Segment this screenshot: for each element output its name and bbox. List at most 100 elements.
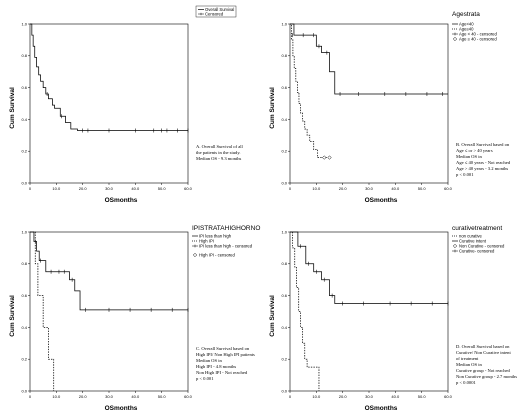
legend-title: IPISTRATAHIGHORNO bbox=[192, 225, 260, 232]
caption-line: p < 0.001 bbox=[196, 376, 214, 381]
legend: IPISTRATAHIGHORNO IPI less than high Hig… bbox=[192, 225, 260, 258]
y-tick-label: 0.0 bbox=[281, 388, 287, 393]
caption-line: Median OS in bbox=[456, 362, 482, 367]
caption-line: Median OS - 9.3 months bbox=[196, 156, 242, 161]
x-tick-label: 50.0 bbox=[418, 186, 427, 191]
legend-censor-diamond bbox=[452, 243, 458, 249]
y-tick-label: 1.0 bbox=[21, 21, 27, 26]
x-tick-label: 30.0 bbox=[365, 186, 374, 191]
legend-entry-0: IPI less than high bbox=[199, 234, 232, 239]
x-axis-label: OSmonths bbox=[365, 405, 398, 412]
caption-line: the patients in the study. bbox=[196, 150, 240, 155]
y-tick-label: 0.6 bbox=[21, 293, 27, 298]
x-tick-label: 0 bbox=[289, 186, 292, 191]
plot-frame bbox=[29, 23, 189, 184]
caption-line: Curative/ Non Curative intent bbox=[456, 350, 511, 355]
x-tick-label: 10.0 bbox=[312, 186, 321, 191]
legend-entry-1: High IPI bbox=[199, 239, 214, 244]
legend-entry-3: Age ≥ 40 - censored bbox=[459, 37, 497, 42]
caption: B. Overall Survival based on Age ≤ or > … bbox=[456, 142, 511, 177]
y-tick-label: 0.4 bbox=[21, 325, 27, 330]
legend-entry-2: Age < 40 - censored bbox=[459, 32, 497, 37]
y-tick-label: 0.8 bbox=[281, 261, 287, 266]
plot-area: 0.0 0.2 0.4 0.6 0.8 1.0 0 10.0 20.0 30.0 40.0 50.0 6… bbox=[281, 21, 452, 191]
survival-curve-1 bbox=[290, 23, 330, 158]
y-tick-label: 0.4 bbox=[281, 325, 287, 330]
legend-entry-2: IPI less than high - censored bbox=[199, 244, 253, 249]
legend-title: Agestrata bbox=[452, 11, 480, 18]
x-axis-label: OSmonths bbox=[105, 197, 138, 204]
legend-box bbox=[195, 5, 237, 18]
y-tick-label: 0.2 bbox=[281, 149, 287, 154]
y-tick-label: 0.0 bbox=[21, 388, 27, 393]
y-tick-label: 0.8 bbox=[21, 261, 27, 266]
caption-line: Median OS in bbox=[196, 358, 222, 363]
x-tick-label: 50.0 bbox=[418, 394, 427, 399]
x-tick-label: 30.0 bbox=[105, 186, 114, 191]
x-tick-label: 60.0 bbox=[184, 394, 193, 399]
survival-curve-0 bbox=[30, 23, 188, 131]
caption-line: C. Overall Survival based on bbox=[196, 346, 250, 351]
caption: A. Overall Survival of all the patients … bbox=[196, 144, 244, 161]
survival-curve-1 bbox=[30, 231, 55, 391]
survival-curve-0 bbox=[290, 231, 448, 304]
x-tick-label: 0 bbox=[29, 186, 32, 191]
legend: curativetreatment non curative Curative … bbox=[452, 225, 505, 254]
x-tick-label: 20.0 bbox=[79, 394, 88, 399]
caption-line: B. Overall Survival based on bbox=[456, 142, 510, 147]
y-tick-label: 0.0 bbox=[281, 180, 287, 185]
legend-entry-1: Curative intent bbox=[459, 239, 487, 244]
x-tick-label: 60.0 bbox=[184, 186, 193, 191]
legend-entry-1: Age≥40 bbox=[459, 27, 474, 32]
legend-censor-diamond bbox=[452, 36, 458, 42]
y-tick-label: 0.6 bbox=[281, 85, 287, 90]
y-axis-label: Cum Survival bbox=[9, 87, 16, 129]
x-axis-label: OSmonths bbox=[365, 197, 398, 204]
survival-curve-1 bbox=[290, 231, 320, 391]
survival-chart-c: 0.0 0.2 0.4 0.6 0.8 1.0 0 10.0 20.0 30.0 40.0 50.0 6… bbox=[9, 225, 260, 412]
x-tick-label: 40.0 bbox=[391, 186, 400, 191]
y-tick-label: 1.0 bbox=[21, 229, 27, 234]
legend-entry-0: non curative bbox=[459, 234, 482, 239]
y-tick-label: 0.2 bbox=[21, 149, 27, 154]
x-tick-label: 40.0 bbox=[391, 394, 400, 399]
x-tick-label: 0 bbox=[289, 394, 292, 399]
caption-line: of treatment bbox=[456, 356, 479, 361]
x-tick-label: 50.0 bbox=[158, 394, 167, 399]
y-tick-label: 0.8 bbox=[281, 53, 287, 58]
x-tick-label: 50.0 bbox=[158, 186, 167, 191]
x-tick-label: 10.0 bbox=[52, 394, 61, 399]
x-tick-label: 30.0 bbox=[365, 394, 374, 399]
x-tick-label: 20.0 bbox=[339, 394, 348, 399]
y-tick-label: 0.2 bbox=[281, 357, 287, 362]
y-tick-label: 0.4 bbox=[21, 117, 27, 122]
survival-chart-d: 0.0 0.2 0.4 0.6 0.8 1.0 0 10.0 20.0 30.0 40.0 50.0 6… bbox=[269, 225, 517, 412]
legend-entry-0: Age<40 bbox=[459, 22, 474, 27]
y-tick-label: 0.6 bbox=[21, 85, 27, 90]
legend-title: curativetreatment bbox=[452, 225, 502, 232]
plot-area: 0.0 0.2 0.4 0.6 0.8 1.0 0 10.0 20.0 30.0 40.0 50.0 6… bbox=[21, 229, 192, 399]
legend-entry-1: Censored bbox=[205, 12, 224, 17]
caption-line: A. Overall Survival of all bbox=[196, 144, 244, 149]
caption-line: High IPI - 4.8 months bbox=[196, 364, 236, 369]
caption-line: High IPI/ Non High IPI patients bbox=[196, 352, 255, 357]
censor-mark bbox=[322, 155, 327, 160]
caption-line: D. Overall Survival based on bbox=[456, 344, 510, 349]
caption-line: Age > 40 years - 3.2 months bbox=[456, 166, 508, 171]
x-tick-label: 10.0 bbox=[312, 394, 321, 399]
x-tick-label: 20.0 bbox=[339, 186, 348, 191]
caption-line: Non Curative group - 2.7 months bbox=[456, 374, 517, 379]
survival-chart-a: 0.0 0.2 0.4 0.6 0.8 1.0 0 10.0 20.0 30.0 40.0 50.0 6… bbox=[9, 5, 244, 204]
y-tick-label: 1.0 bbox=[281, 21, 287, 26]
y-tick-label: 0.4 bbox=[281, 117, 287, 122]
x-tick-label: 0 bbox=[29, 394, 32, 399]
x-tick-label: 60.0 bbox=[444, 186, 453, 191]
y-tick-label: 0.2 bbox=[21, 357, 27, 362]
y-tick-label: 0.0 bbox=[21, 180, 27, 185]
caption-line: p < 0.0001 bbox=[456, 380, 477, 385]
caption-line: p < 0.001 bbox=[456, 172, 474, 177]
x-tick-label: 40.0 bbox=[131, 186, 140, 191]
caption-line: Non High IPI - Not reached bbox=[196, 370, 248, 375]
caption-line: Median OS in bbox=[456, 154, 482, 159]
legend-entry-3: Curative- censored bbox=[459, 249, 495, 254]
